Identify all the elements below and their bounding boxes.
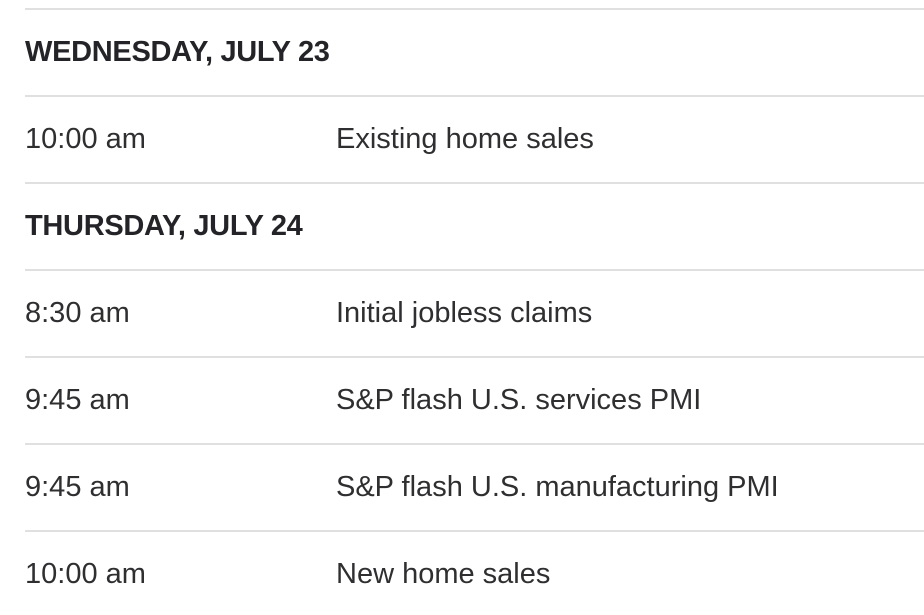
day-header-thursday: THURSDAY, JULY 24 bbox=[25, 182, 924, 269]
calendar-row-existing-home-sales: 10:00 am Existing home sales bbox=[25, 95, 924, 182]
event-time: 8:30 am bbox=[25, 297, 130, 329]
event-name: S&P flash U.S. manufacturing PMI bbox=[336, 471, 779, 503]
day-header-wednesday: WEDNESDAY, JULY 23 bbox=[25, 8, 924, 95]
calendar-row-new-home-sales: 10:00 am New home sales bbox=[25, 530, 924, 615]
event-time: 9:45 am bbox=[25, 384, 130, 416]
economic-calendar-table: WEDNESDAY, JULY 23 10:00 am Existing hom… bbox=[25, 0, 924, 615]
calendar-row-services-pmi: 9:45 am S&P flash U.S. services PMI bbox=[25, 356, 924, 443]
event-time: 10:00 am bbox=[25, 558, 146, 590]
event-time: 10:00 am bbox=[25, 123, 146, 155]
day-header-title: WEDNESDAY, JULY 23 bbox=[25, 36, 330, 68]
event-name: New home sales bbox=[336, 558, 551, 590]
event-name: Existing home sales bbox=[336, 123, 594, 155]
calendar-row-initial-jobless-claims: 8:30 am Initial jobless claims bbox=[25, 269, 924, 356]
event-time: 9:45 am bbox=[25, 471, 130, 503]
event-name: Initial jobless claims bbox=[336, 297, 593, 329]
event-name: S&P flash U.S. services PMI bbox=[336, 384, 702, 416]
calendar-row-manufacturing-pmi: 9:45 am S&P flash U.S. manufacturing PMI bbox=[25, 443, 924, 530]
day-header-title: THURSDAY, JULY 24 bbox=[25, 210, 303, 242]
